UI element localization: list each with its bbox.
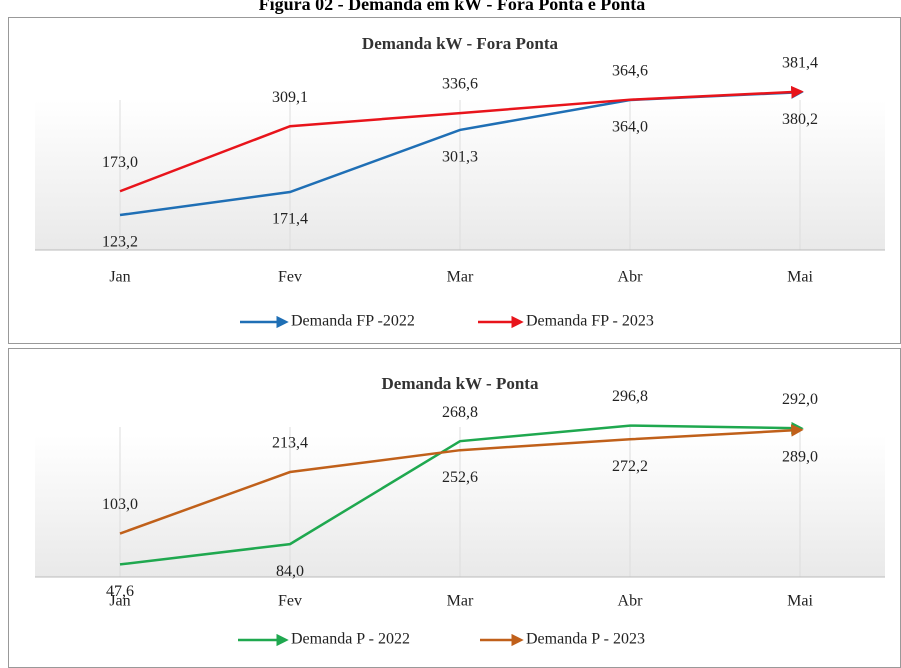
x-tick-label: Jan — [109, 593, 130, 610]
x-tick-label: Mar — [447, 269, 474, 286]
x-tick-label: Abr — [618, 593, 644, 610]
x-tick-label: Jan — [109, 269, 130, 286]
data-label: 289,0 — [782, 449, 818, 466]
data-label: 103,0 — [102, 496, 138, 513]
legend-label: Demanda P - 2023 — [526, 631, 645, 648]
data-label: 171,4 — [272, 211, 308, 228]
series-line — [119, 424, 804, 535]
data-label: 364,6 — [612, 62, 648, 79]
series-line — [119, 85, 804, 193]
series-line — [119, 421, 804, 566]
data-label: 309,1 — [272, 89, 308, 106]
x-tick-label: Fev — [278, 269, 302, 286]
data-label: 47,6 — [106, 583, 134, 600]
chart-title: Demanda kW - Ponta — [382, 374, 539, 393]
legend-label: Demanda P - 2022 — [291, 631, 410, 648]
data-label: 272,2 — [612, 458, 648, 475]
data-label: 364,0 — [612, 119, 648, 136]
x-tick-label: Mar — [447, 593, 474, 610]
figure-title: Figura 02 - Demanda em kW - Fora Ponta e… — [259, 0, 646, 14]
data-label: 268,8 — [442, 404, 478, 421]
data-label: 380,2 — [782, 111, 818, 128]
legend-label: Demanda FP -2022 — [291, 313, 415, 330]
data-label: 336,6 — [442, 76, 478, 93]
data-label: 252,6 — [442, 469, 478, 486]
data-label: 301,3 — [442, 149, 478, 166]
data-label: 123,2 — [102, 234, 138, 251]
chart-title: Demanda kW - Fora Ponta — [362, 34, 559, 53]
data-label: 84,0 — [276, 563, 304, 580]
x-tick-label: Fev — [278, 593, 302, 610]
x-tick-label: Mai — [787, 269, 813, 286]
data-label: 213,4 — [272, 435, 308, 452]
x-tick-label: Mai — [787, 593, 813, 610]
legend-label: Demanda FP - 2023 — [526, 313, 654, 330]
data-label: 292,0 — [782, 391, 818, 408]
data-label: 296,8 — [612, 388, 648, 405]
x-tick-label: Abr — [618, 269, 644, 286]
data-label: 173,0 — [102, 154, 138, 171]
data-label: 381,4 — [782, 54, 818, 71]
